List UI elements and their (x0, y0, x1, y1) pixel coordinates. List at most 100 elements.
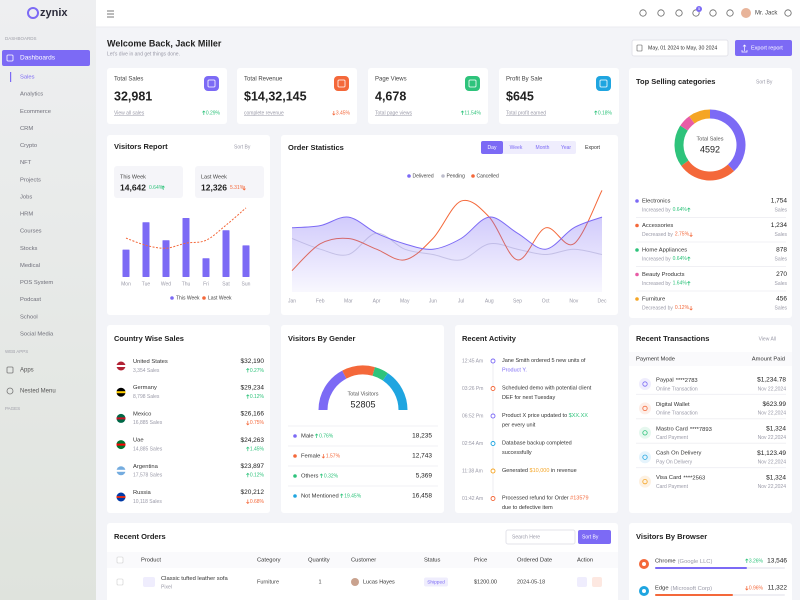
header-icon (692, 9, 700, 17)
sidebar-item[interactable]: POS System (20, 280, 53, 286)
sidebar-item[interactable]: Stocks (20, 246, 37, 252)
progress-fill (655, 594, 733, 596)
column-header: Price (474, 558, 487, 564)
tab[interactable]: Year (561, 145, 571, 151)
activity-text-part: in revenue (549, 468, 576, 474)
export-button[interactable] (735, 40, 792, 56)
payment-date: Nov 22,2024 (758, 484, 787, 490)
week-label: Last Week (201, 174, 227, 180)
payment-amount: $1,234.78 (757, 377, 786, 384)
checkbox[interactable] (116, 578, 124, 586)
gender-value: 16,458 (412, 493, 432, 500)
category-value: 1,754 (771, 198, 788, 205)
sidebar-section: DASHBOARDS (5, 36, 37, 41)
gauge-label: Total Visitors (347, 391, 378, 397)
header-icon (639, 9, 647, 17)
country-amount: $26,166 (241, 411, 265, 418)
stat-link[interactable]: Total page views (375, 110, 412, 116)
x-tick-label: Mon (121, 281, 131, 287)
search-placeholder[interactable]: Search Here (512, 534, 540, 540)
sidebar-item[interactable]: Medical (20, 263, 40, 269)
sidebar-item[interactable]: Nested Menu (20, 389, 56, 395)
timeline-dot (490, 358, 496, 364)
payment-amount: $1,324 (766, 474, 786, 481)
activity-text-part: $10,000 (530, 468, 550, 474)
activity-text: successfully (502, 450, 532, 456)
sidebar-item[interactable]: HRM (20, 212, 33, 218)
sidebar-section: PAGES (5, 406, 20, 411)
sidebar-item[interactable]: NFT (20, 160, 32, 166)
area (292, 216, 602, 292)
search-box[interactable] (505, 529, 576, 545)
sidebar-item[interactable]: Jobs (20, 194, 32, 200)
column-header: Status (424, 558, 441, 564)
tab[interactable]: Month (536, 145, 550, 151)
checkbox[interactable] (116, 556, 124, 564)
tab[interactable]: Week (510, 145, 523, 151)
country-amount: $32,190 (241, 358, 265, 365)
sort-button[interactable] (578, 530, 611, 544)
gender-dot (293, 494, 297, 498)
category-note: Increased by 0.64% (642, 256, 687, 262)
sidebar-item[interactable]: Projects (20, 177, 41, 183)
sidebar-item[interactable]: Analytics (20, 92, 43, 98)
sidebar-item[interactable]: Podcast (20, 297, 41, 303)
browser-change: 3.26% (749, 558, 764, 564)
sidebar-item[interactable]: School (20, 314, 38, 320)
category-change: 2.75% (675, 232, 690, 238)
country-name: Argentina (133, 464, 159, 470)
stat-card (499, 68, 619, 124)
delete-button[interactable] (592, 577, 602, 587)
line (291, 216, 603, 250)
tab-active[interactable] (481, 141, 503, 154)
category-value: 270 (776, 271, 787, 278)
brand: zynix (40, 7, 68, 19)
activity-text-part: Product Y. (502, 368, 527, 374)
x-tick-label: Jul (458, 298, 464, 304)
stat-label: Total Revenue (244, 77, 283, 83)
progress-fill (655, 567, 747, 569)
sidebar-item[interactable]: Ecommerce (20, 109, 51, 115)
stat-link[interactable]: complete revenue (244, 110, 284, 116)
active-marker (10, 72, 12, 82)
donut-total: 4592 (700, 144, 720, 154)
sidebar-item[interactable]: Social Media (20, 331, 54, 337)
trend-arrow (745, 558, 749, 563)
payment-icon (639, 451, 651, 464)
gender-name: Not Mentioned (301, 494, 339, 500)
sort-button[interactable]: Sort By (756, 79, 773, 85)
trend-arrow (340, 493, 344, 498)
category-dot (635, 272, 639, 277)
sidebar-item[interactable]: Crypto (20, 143, 37, 149)
product-image (143, 577, 155, 587)
stat-link[interactable]: View all sales (114, 110, 145, 116)
view-button[interactable] (577, 577, 587, 587)
stat-icon-glyph (468, 79, 477, 88)
sort-button[interactable]: Sort By (234, 144, 251, 150)
stat-link[interactable]: Total profit earned (506, 110, 546, 116)
sidebar-active[interactable] (2, 50, 90, 66)
country-name: United States (133, 359, 168, 365)
sidebar-item[interactable]: CRM (20, 126, 33, 132)
x-tick-label: Thu (182, 281, 191, 287)
export-link[interactable]: Export (585, 145, 601, 151)
settings-icon (784, 9, 792, 17)
card-title: Recent Orders (114, 532, 166, 541)
tab[interactable]: Day (488, 145, 497, 151)
sidebar-item[interactable]: Apps (20, 368, 34, 374)
sidebar-item[interactable]: Courses (20, 229, 42, 235)
view-all-link[interactable]: View All (759, 336, 776, 342)
activity-text-part: successfully (502, 450, 532, 456)
sort-label[interactable]: Sort By (582, 534, 599, 540)
customer-avatar (351, 578, 359, 586)
activity-text: Generated $10,000 in revenue (502, 468, 577, 474)
activity-text: Database backup completed (502, 441, 572, 447)
export-label[interactable]: Export report (751, 45, 783, 51)
column-header: Amount Paid (752, 357, 785, 363)
x-tick-label: Tue (142, 281, 151, 287)
sidebar-item[interactable]: Sales (20, 75, 35, 81)
country-change: 1.45% (250, 446, 265, 452)
sidebar-item[interactable]: Dashboards (20, 55, 56, 62)
donut-segment (709, 109, 746, 172)
